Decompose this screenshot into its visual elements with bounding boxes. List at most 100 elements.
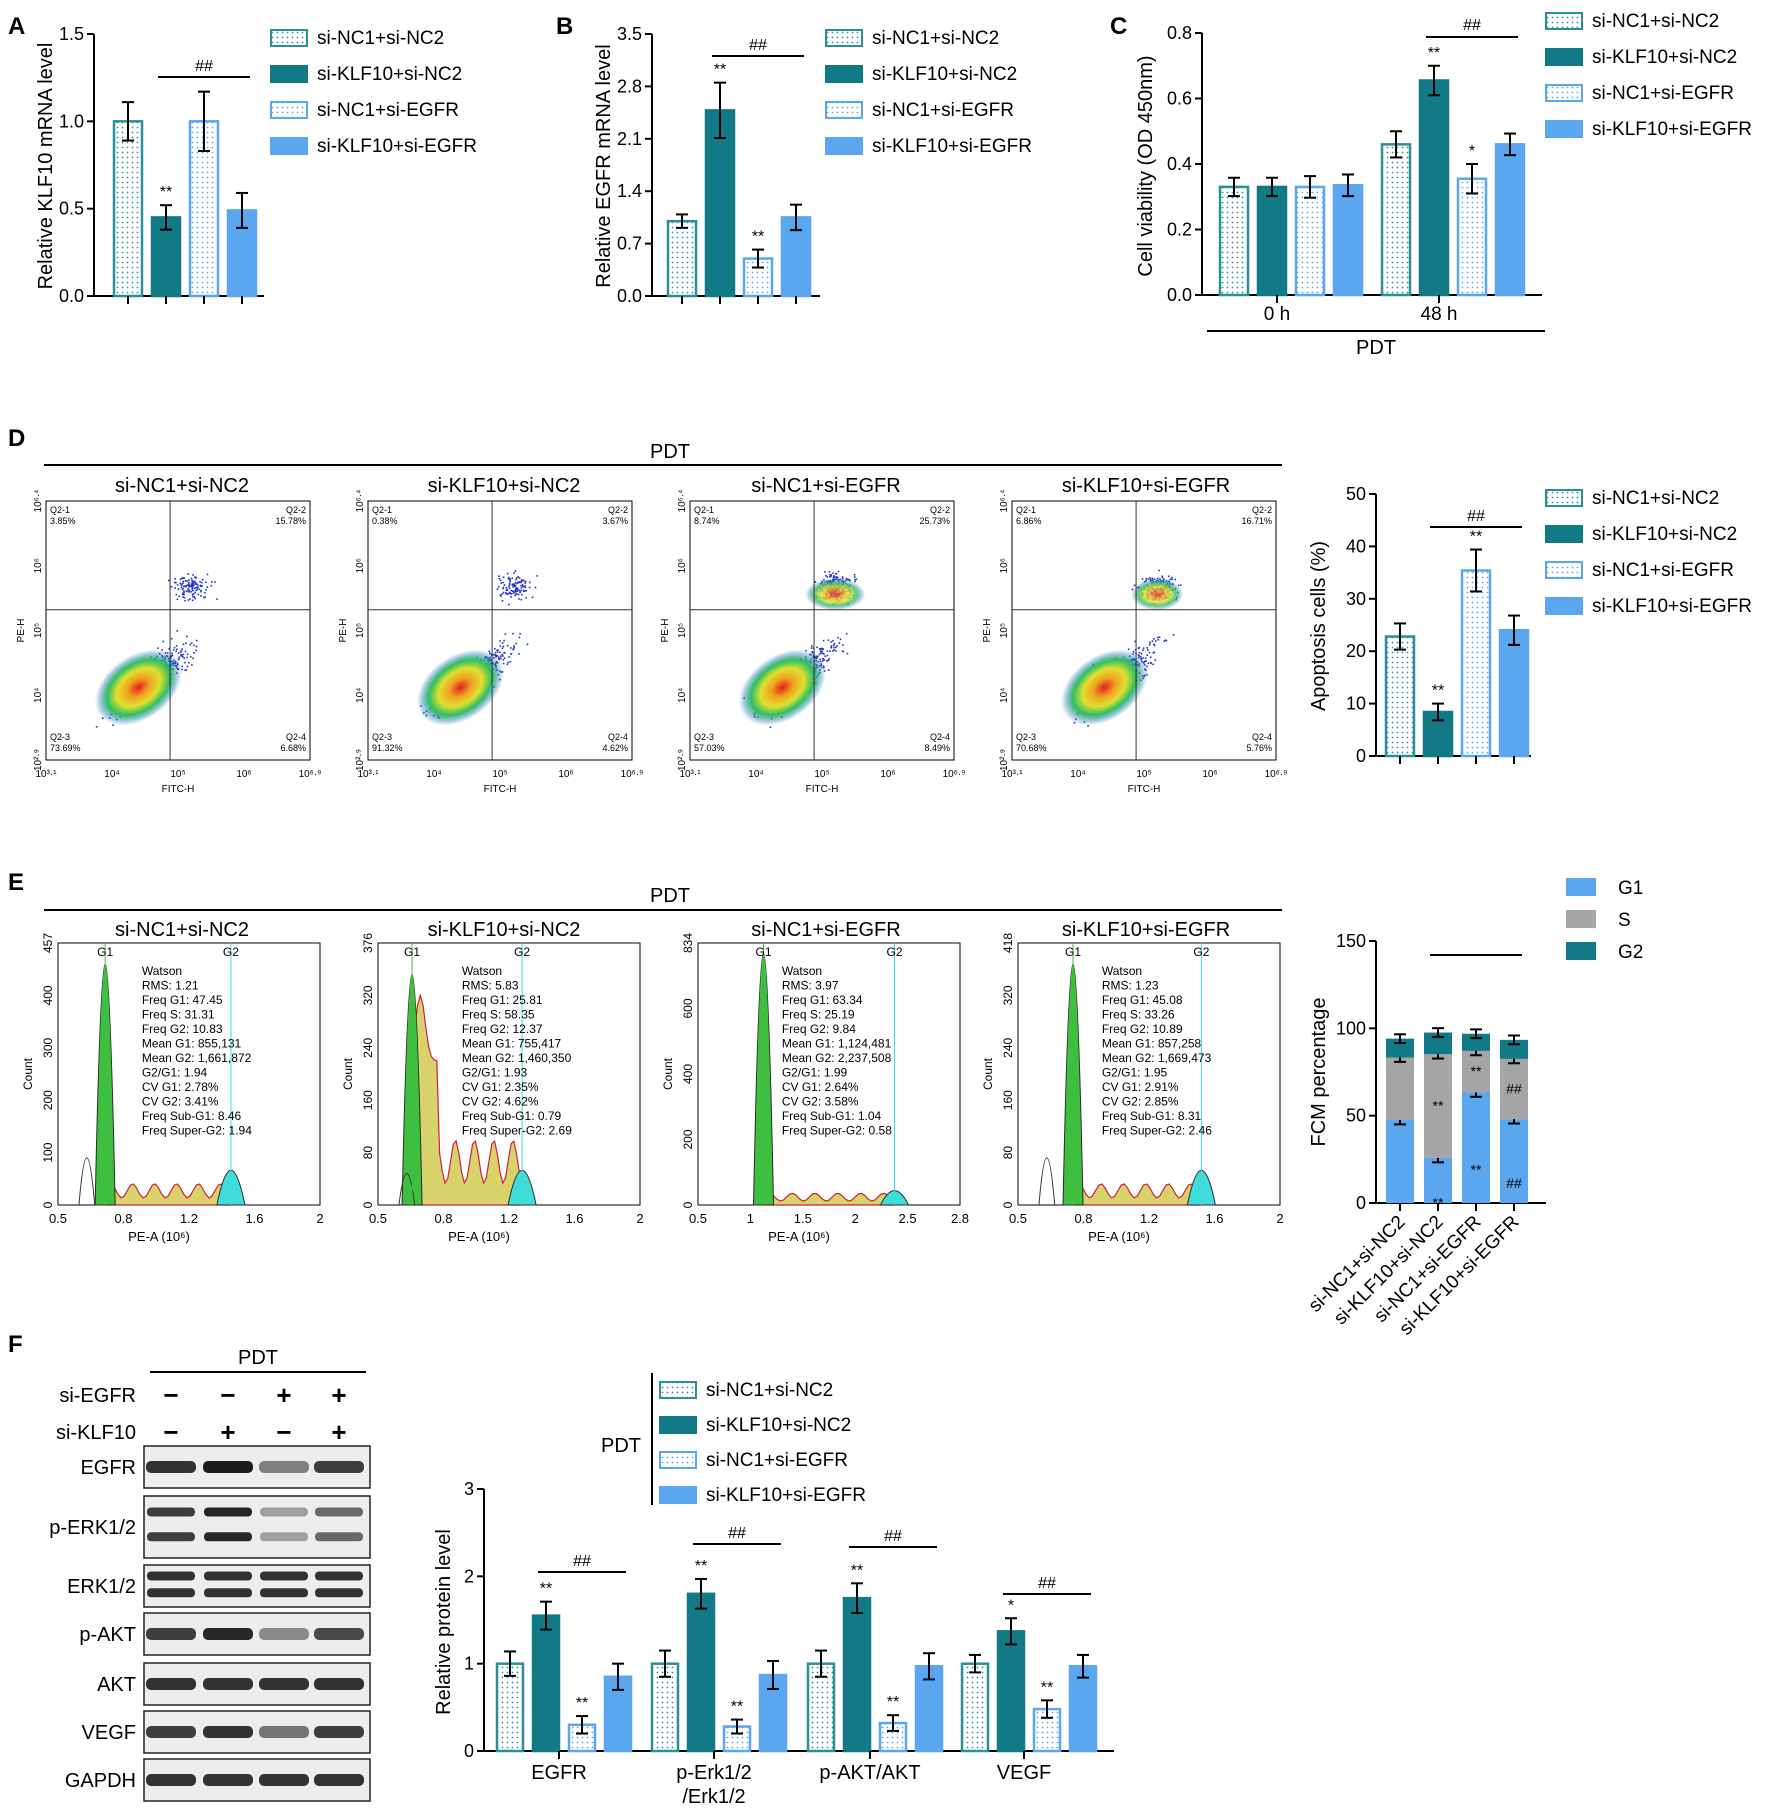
bar [1494, 143, 1526, 297]
scatter-dot [502, 587, 504, 590]
quadrant-percent: Q2-4 8.49% [924, 732, 950, 753]
scatter-dot [528, 586, 531, 589]
scatter-dot [508, 656, 510, 658]
quadrant-percent: Q2-1 6.86% [1016, 505, 1042, 526]
legend-swatch [825, 29, 863, 47]
scatter-dot [191, 664, 193, 666]
x-axis-label: FITC-H [1128, 784, 1161, 795]
quadrant-percent-line: Q2-3 [372, 732, 392, 742]
scatter-dot [196, 583, 198, 586]
blot-band [147, 1588, 195, 1598]
scatter-dot [524, 585, 526, 587]
scatter-dot [848, 579, 851, 581]
blot-band [260, 1588, 308, 1598]
significance-mark: ** [752, 229, 764, 246]
blot-sign: + [331, 1417, 346, 1447]
scatter-dot [188, 581, 190, 584]
s-phase-area [1072, 1183, 1202, 1206]
scatter-dot [512, 584, 515, 587]
scatter-dot [177, 588, 180, 590]
quadrant-percent-line: Q2-4 [930, 732, 950, 742]
scatter-dot [176, 630, 179, 632]
stacked-segment [1500, 1119, 1528, 1203]
blot-band [260, 1532, 308, 1542]
stacked-segment [1386, 1057, 1414, 1121]
significance-label: ## [728, 1525, 746, 1542]
scatter-dot [830, 646, 833, 649]
legend-swatch [1545, 525, 1583, 543]
blot-sign: − [163, 1380, 178, 1410]
scatter-dot [497, 585, 500, 588]
scatter-dot [183, 593, 185, 596]
y-tick-label: 10²·⁹ [677, 749, 688, 771]
scatter-dot [186, 665, 189, 668]
scatter-dot [515, 642, 517, 645]
scatter-dot [194, 591, 196, 594]
legend-swatch [825, 137, 863, 155]
scatter-dot [520, 581, 523, 584]
legend-label: si-NC1+si-EGFR [872, 100, 1014, 121]
bar [1384, 635, 1416, 758]
scatter-dot [835, 646, 837, 649]
y-tick-label: 2.8 [617, 76, 642, 96]
blot-band [259, 1461, 309, 1473]
scatter-dot [501, 653, 504, 656]
scatter-dot [181, 668, 183, 671]
scatter-dot [518, 589, 521, 592]
scatter-dot [509, 660, 512, 663]
scatter-dot [199, 581, 201, 583]
scatter-dot [184, 669, 186, 671]
y-tick-label: 240 [361, 1037, 375, 1057]
quadrant-percent-line: 0.38% [372, 516, 398, 526]
scatter-dot [196, 588, 199, 591]
scatter-dot [1138, 652, 1141, 654]
y-tick-label: 200 [681, 1129, 695, 1149]
scatter-dot [174, 587, 176, 589]
significance-mark: ** [540, 1581, 552, 1598]
x-tick-label: 1.2 [180, 1211, 198, 1226]
stats-line: Freq S: 31.31 [142, 1008, 215, 1022]
significance-mark: ** [1471, 1162, 1482, 1178]
y-tick-label: 40 [1346, 536, 1366, 556]
pdt-label: PDT [601, 1435, 641, 1457]
scatter-dot [502, 581, 504, 584]
scatter-dot [502, 591, 505, 594]
significance-mark: * [1008, 1597, 1014, 1614]
scatter-dot [200, 589, 202, 592]
scatter-dot [1149, 577, 1152, 580]
stats-line: G2/G1: 1.99 [782, 1066, 848, 1080]
significance-mark: ** [1432, 683, 1444, 700]
scatter-dot [168, 648, 171, 650]
scatter-dot [183, 590, 185, 592]
significance-label: ## [749, 37, 767, 54]
blot-strip [143, 1495, 371, 1559]
stats-line: Freq G2: 9.84 [782, 1022, 856, 1036]
scatter-dot [179, 582, 182, 585]
scatter-dot [1180, 584, 1182, 586]
stats-line: Freq Super-G2: 2.46 [1102, 1124, 1212, 1138]
quadrant-percent-line: 3.67% [602, 516, 628, 526]
stats-line: Freq G2: 12.37 [462, 1022, 543, 1036]
blot-protein-label: EGFR [80, 1457, 136, 1479]
scatter-dot [186, 656, 188, 659]
density-hotspot [95, 649, 182, 726]
scatter-dot [1172, 633, 1175, 636]
legend-label: si-KLF10+si-EGFR [1592, 596, 1752, 617]
scatter-dot [822, 639, 825, 642]
legend-swatch [1545, 84, 1583, 102]
x-tick-label: 10⁵ [170, 769, 185, 780]
y-tick-label: 10²·⁹ [355, 749, 366, 771]
scatter-dot [1147, 578, 1149, 580]
stats-line: RMS: 3.97 [782, 979, 839, 993]
stats-line: Freq Super-G2: 0.58 [782, 1124, 892, 1138]
x-tick-label: 10⁶ [1202, 769, 1217, 780]
y-tick-label: 0.7 [617, 234, 642, 254]
scatter-dot [518, 653, 520, 655]
legend-swatch [270, 137, 308, 155]
blot-sign: + [220, 1417, 235, 1447]
scatter-dot [517, 576, 519, 578]
x-tick-label: 10⁵ [814, 769, 829, 780]
blot-band [259, 1774, 309, 1786]
